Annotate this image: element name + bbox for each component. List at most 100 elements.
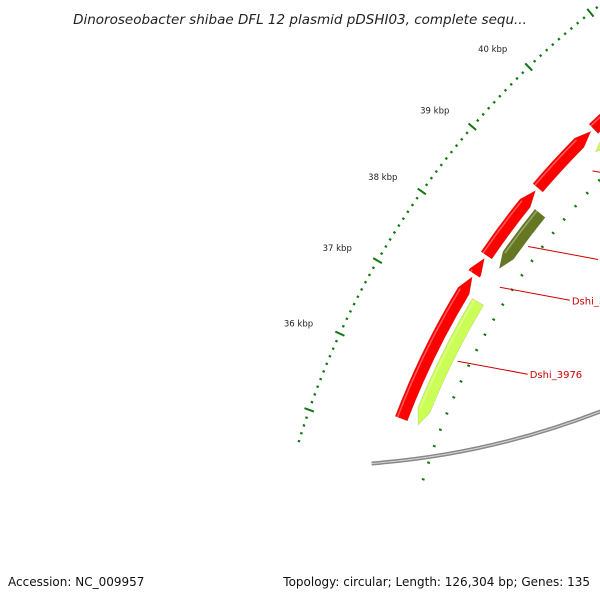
ruler-label: 38 kbp — [368, 173, 397, 183]
minor-tick — [460, 137, 464, 141]
inner-tick — [540, 245, 545, 249]
forward-gene-arrow — [394, 276, 473, 422]
minor-tick — [297, 439, 301, 443]
reverse-gene-arrow-shine — [419, 299, 476, 410]
minor-tick — [449, 150, 454, 154]
minor-tick — [576, 21, 580, 25]
major-tick — [334, 330, 345, 337]
minor-tick — [363, 280, 368, 284]
label-leader — [528, 245, 599, 260]
minor-tick — [509, 82, 513, 86]
inner-tick — [466, 364, 471, 368]
major-tick — [524, 62, 533, 72]
minor-tick — [545, 48, 549, 52]
inner-tick — [445, 412, 449, 415]
inner-tick — [452, 395, 456, 399]
ruler-label: 40 kbp — [478, 45, 507, 55]
label-leader — [499, 286, 570, 301]
minor-tick — [331, 347, 335, 351]
inner-tick — [491, 317, 496, 322]
minor-tick — [476, 118, 480, 123]
minor-tick — [388, 237, 392, 242]
forward-gene-arrow-shine — [534, 139, 578, 186]
inner-tick — [573, 204, 578, 208]
inner-tick — [551, 231, 555, 235]
accession-text: Accession: NC_009957 — [8, 575, 144, 589]
gene-label: Dshi_3977 — [572, 296, 600, 307]
inner-tick — [530, 259, 534, 263]
minor-tick — [444, 156, 448, 161]
minor-tick — [481, 112, 485, 116]
forward-gene-arrow-shine — [590, 116, 600, 127]
minor-tick — [392, 230, 397, 235]
reverse-gene-arrow — [595, 141, 600, 153]
minor-tick — [401, 217, 405, 221]
minor-tick — [319, 377, 323, 381]
minor-tick — [305, 416, 309, 420]
minor-tick — [322, 369, 326, 373]
inner-tick — [426, 461, 431, 465]
minor-tick — [302, 424, 306, 427]
forward-gene-arrow-shine — [482, 200, 523, 254]
minor-tick — [410, 203, 415, 207]
gene-features — [394, 113, 600, 426]
minor-tick — [515, 76, 519, 81]
minor-tick — [551, 42, 555, 47]
minor-tick — [521, 71, 525, 75]
minor-tick — [503, 88, 508, 92]
minor-tick — [595, 6, 599, 10]
forward-gene-arrow — [480, 190, 536, 260]
minor-tick — [384, 244, 388, 249]
topology-text: Topology: circular; Length: 126,304 bp; … — [282, 575, 590, 589]
minor-tick — [492, 100, 496, 104]
minor-tick — [397, 223, 401, 228]
reverse-gene-arrow — [498, 208, 546, 270]
minor-tick — [371, 266, 376, 270]
inner-tick — [474, 348, 479, 352]
inner-tick — [562, 217, 566, 222]
minor-tick — [533, 59, 537, 63]
label-leader — [457, 360, 528, 375]
map-title: Dinoroseobacter shibae DFL 12 plasmid pD… — [73, 12, 527, 28]
ruler-label: 37 kbp — [323, 244, 352, 254]
ruler-label: 39 kbp — [420, 106, 449, 116]
inner-tick — [438, 428, 443, 432]
minor-tick — [582, 16, 586, 20]
minor-tick — [380, 252, 384, 256]
minor-tick — [360, 287, 364, 291]
gene-labels: Dshi_3976Dshi_3977Dshi_3978Dshi_3979Dshi… — [457, 170, 600, 381]
gene-label: Dshi_3976 — [530, 370, 582, 381]
minor-tick — [299, 431, 303, 435]
inner-tick — [585, 191, 589, 195]
forward-gene-arrow — [532, 130, 592, 193]
minor-tick — [424, 183, 429, 187]
minor-tick — [434, 169, 438, 174]
minor-tick — [348, 309, 353, 313]
minor-tick — [465, 131, 469, 135]
minor-tick — [487, 106, 491, 110]
minor-tick — [569, 26, 573, 31]
major-tick — [304, 407, 315, 413]
ruler-label: 36 kbp — [284, 319, 313, 329]
inner-tick — [501, 302, 505, 307]
forward-gene-arrow-shine — [396, 288, 461, 418]
minor-tick — [313, 392, 317, 396]
minor-tick — [498, 94, 502, 98]
major-tick — [586, 8, 595, 18]
minor-tick — [539, 54, 543, 58]
minor-tick — [341, 324, 345, 328]
inner-tick — [520, 273, 524, 277]
forward-gene-arrow — [468, 257, 485, 278]
backbone-highlight — [371, 411, 600, 464]
major-tick — [372, 257, 383, 265]
inner-tick — [421, 477, 425, 481]
minor-tick — [325, 362, 329, 366]
minor-tick — [367, 273, 372, 277]
minor-tick — [415, 196, 419, 200]
minor-tick — [352, 302, 356, 306]
reverse-gene-arrow-shine — [504, 210, 538, 254]
label-leader — [592, 170, 600, 173]
minor-tick — [328, 354, 332, 358]
